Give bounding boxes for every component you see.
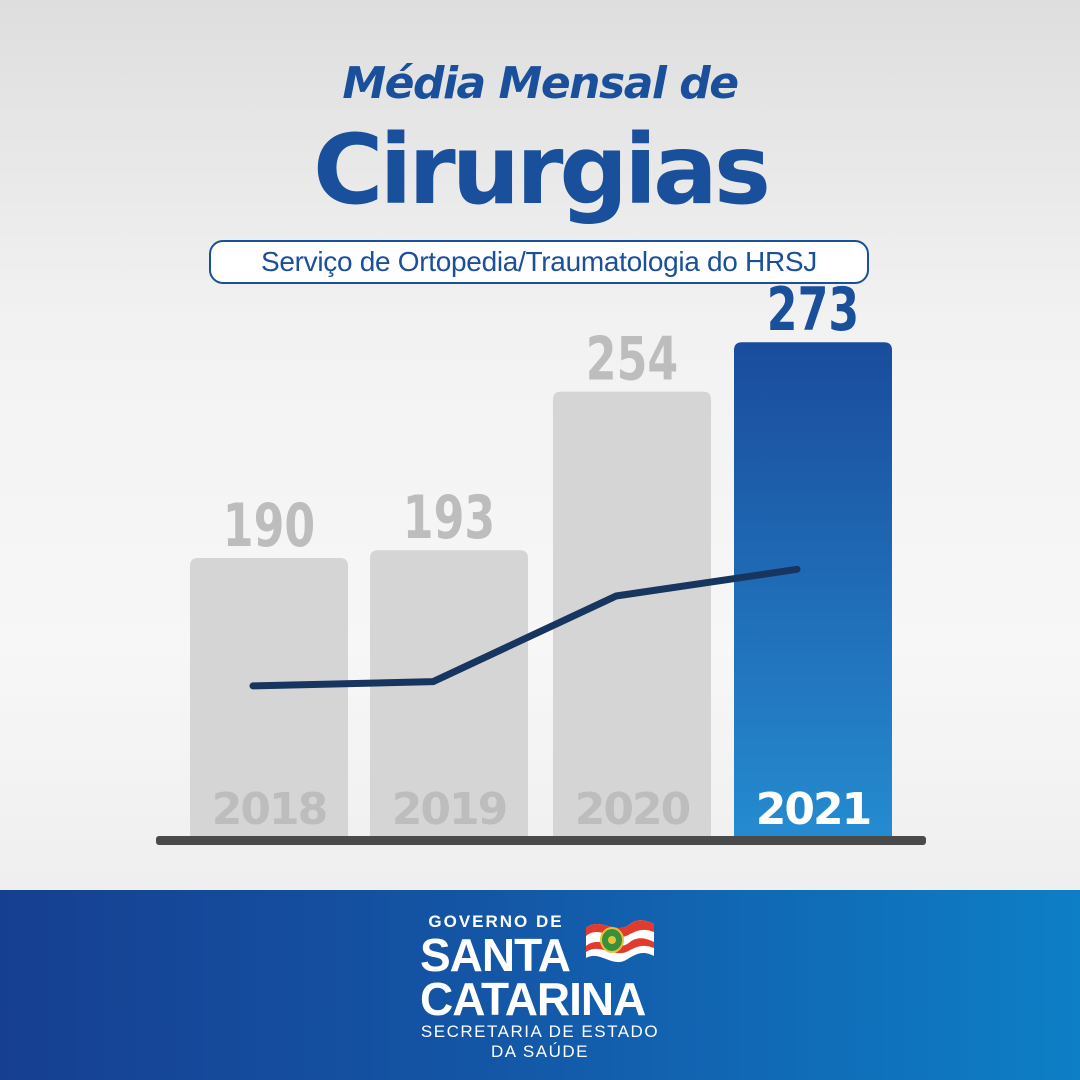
government-label: GOVERNO DE (428, 912, 564, 931)
bar-2020 (553, 391, 711, 836)
subtitle-badge: Serviço de Ortopedia/Traumatologia do HR… (209, 240, 869, 284)
bar-2021 (734, 342, 892, 836)
secretariat-label-line1: SECRETARIA DE ESTADO (420, 1022, 660, 1041)
bar-value-label: 273 (767, 274, 859, 344)
chart-title-line1: Média Mensal de (342, 58, 739, 109)
bar-value-label: 193 (403, 482, 495, 552)
bar-value-label: 190 (223, 490, 315, 560)
footer-banner: GOVERNO DE SANTA CATARINA SECRETARIA DE … (0, 890, 1080, 1080)
bar-chart: 190 2018 193 2019 254 2020 273 2021 (156, 274, 926, 845)
state-name-line2: CATARINA (420, 973, 646, 1025)
category-label: 2021 (756, 784, 870, 835)
bar-2019 (370, 550, 528, 836)
category-label: 2019 (392, 784, 506, 835)
bar-value-label: 254 (586, 324, 678, 394)
category-label: 2018 (212, 784, 326, 835)
secretariat-label-line2: DA SAÚDE (491, 1042, 589, 1061)
chart-subtitle: Serviço de Ortopedia/Traumatologia do HR… (261, 246, 817, 277)
bar-2018 (190, 558, 348, 836)
santa-catarina-flag-icon (586, 920, 654, 963)
chart-baseline (156, 836, 926, 845)
trend-line (249, 565, 801, 690)
category-label: 2020 (575, 784, 690, 835)
chart-title-line2: Cirurgias (313, 114, 771, 226)
state-name-line1: SANTA (420, 929, 571, 981)
